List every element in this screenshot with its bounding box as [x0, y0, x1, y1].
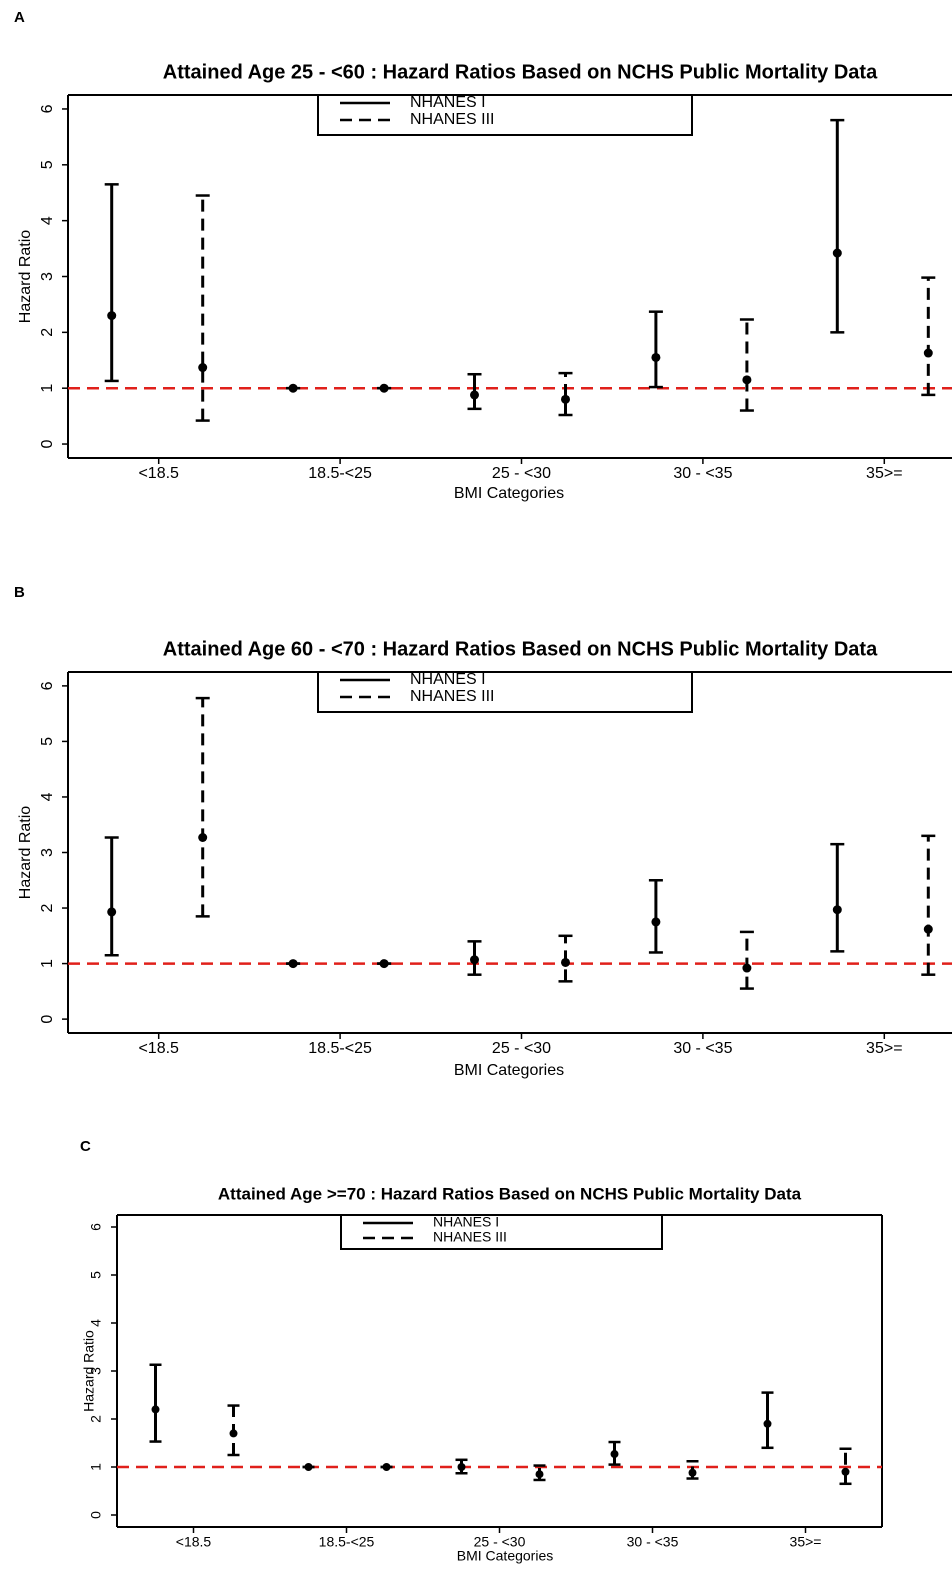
point	[832, 905, 842, 915]
y-tick-label: 6	[88, 1223, 104, 1231]
x-tick-label: <18.5	[138, 1040, 179, 1057]
y-tick-label: 0	[88, 1511, 104, 1519]
y-tick-label: 1	[39, 384, 56, 393]
point	[107, 311, 117, 321]
y-tick-label: 2	[39, 903, 56, 912]
point	[382, 1463, 391, 1471]
y-tick-label: 4	[39, 216, 56, 225]
x-tick-label: <18.5	[176, 1534, 212, 1550]
point	[198, 363, 208, 373]
legend-label: NHANES I	[433, 1214, 499, 1230]
x-tick-label: 35>=	[866, 465, 902, 482]
y-tick-label: 2	[39, 328, 56, 337]
point	[457, 1463, 466, 1471]
legend-box	[317, 671, 693, 713]
point	[561, 394, 570, 404]
y-tick-label: 5	[39, 737, 56, 746]
y-tick-label: 1	[88, 1463, 104, 1471]
point	[610, 1450, 619, 1459]
y-tick-label: 2	[88, 1415, 104, 1423]
y-axis-label: Hazard Ratio	[17, 806, 34, 899]
y-tick-label: 3	[88, 1367, 104, 1375]
point	[288, 959, 298, 969]
point	[151, 1405, 160, 1414]
y-tick-label: 5	[88, 1271, 104, 1279]
x-tick-label: 35>=	[866, 1040, 902, 1057]
y-tick-label: 6	[39, 681, 56, 690]
point	[651, 917, 661, 927]
y-tick-label: 0	[39, 1015, 56, 1024]
x-tick-label: <18.5	[138, 465, 179, 482]
panel-label: B	[14, 584, 25, 601]
point	[923, 348, 933, 358]
point	[763, 1419, 772, 1428]
x-axis-label: BMI Categories	[457, 1548, 553, 1564]
point	[742, 375, 752, 385]
panel: B Attained Age 60 - <70 : Hazard Ratios B…	[14, 584, 952, 1079]
chart-title: Attained Age 60 - <70 : Hazard Ratios Ba…	[163, 638, 878, 660]
point	[832, 248, 842, 258]
point	[107, 907, 117, 917]
y-tick-label: 6	[39, 104, 56, 113]
panel: A Attained Age 25 - <60 : Hazard Ratios B…	[14, 9, 952, 502]
x-tick-label: 18.5-<25	[308, 1040, 372, 1057]
point	[379, 383, 389, 393]
legend-label: NHANES I	[410, 94, 486, 111]
x-tick-label: 30 - <35	[673, 1040, 732, 1057]
x-tick-label: 18.5-<25	[319, 1534, 375, 1550]
point	[742, 963, 752, 973]
point	[470, 955, 479, 965]
legend-label: NHANES III	[410, 111, 494, 128]
panel-label: C	[80, 1138, 91, 1155]
y-tick-label: 3	[39, 272, 56, 281]
x-axis-label: BMI Categories	[454, 485, 564, 502]
panel-label: A	[14, 9, 25, 26]
panel: C Attained Age >=70 : Hazard Ratios Based…	[80, 1138, 883, 1564]
legend-box	[340, 1214, 663, 1250]
point	[841, 1467, 850, 1476]
x-tick-label: 25 - <30	[492, 465, 551, 482]
y-tick-label: 4	[39, 792, 56, 801]
y-axis-label: Hazard Ratio	[81, 1330, 97, 1412]
legend-box	[317, 94, 693, 136]
point	[379, 959, 389, 969]
x-tick-label: 25 - <30	[474, 1534, 526, 1550]
y-tick-label: 5	[39, 160, 56, 169]
point	[923, 924, 933, 934]
x-tick-label: 25 - <30	[492, 1040, 551, 1057]
x-tick-label: 18.5-<25	[308, 465, 372, 482]
chart-title: Attained Age >=70 : Hazard Ratios Based …	[218, 1184, 802, 1203]
x-tick-label: 35>=	[790, 1534, 822, 1550]
legend-label: NHANES I	[410, 671, 486, 688]
point	[651, 352, 661, 362]
y-tick-label: 4	[88, 1319, 104, 1327]
point	[229, 1429, 238, 1438]
y-tick-label: 1	[39, 959, 56, 968]
point	[288, 383, 298, 393]
point	[198, 833, 208, 843]
point	[470, 390, 479, 400]
y-tick-label: 3	[39, 848, 56, 857]
x-tick-label: 30 - <35	[627, 1534, 679, 1550]
legend-label: NHANES III	[410, 688, 494, 705]
legend-label: NHANES III	[433, 1229, 507, 1245]
y-axis-label: Hazard Ratio	[17, 230, 34, 323]
x-axis-label: BMI Categories	[454, 1062, 564, 1079]
x-tick-label: 30 - <35	[673, 465, 732, 482]
point	[535, 1470, 544, 1479]
point	[561, 957, 570, 967]
y-tick-label: 0	[39, 439, 56, 448]
point	[304, 1463, 313, 1471]
point	[688, 1468, 697, 1477]
chart-title: Attained Age 25 - <60 : Hazard Ratios Ba…	[163, 61, 878, 83]
